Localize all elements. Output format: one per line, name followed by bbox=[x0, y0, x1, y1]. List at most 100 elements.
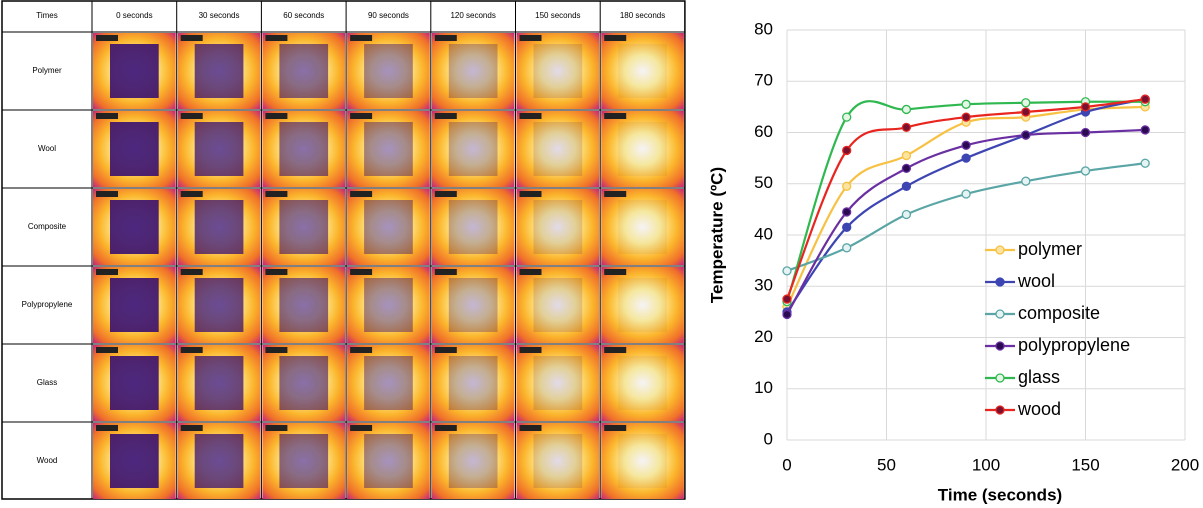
column-header: Times bbox=[36, 11, 57, 20]
column-header: 150 seconds bbox=[535, 11, 580, 20]
sample-patch bbox=[194, 278, 244, 332]
reading-box bbox=[434, 113, 457, 119]
sample-patch bbox=[110, 122, 159, 176]
data-point bbox=[842, 207, 852, 217]
sample-patch bbox=[279, 278, 329, 332]
data-point bbox=[1080, 127, 1091, 138]
data-point bbox=[901, 122, 912, 133]
thermal-image bbox=[516, 33, 600, 109]
column-header: 30 seconds bbox=[199, 11, 240, 20]
x-tick-label: 200 bbox=[1171, 455, 1199, 474]
reading-box bbox=[180, 347, 203, 353]
data-point bbox=[961, 112, 971, 122]
sample-patch bbox=[279, 434, 329, 488]
row-label: Composite bbox=[28, 222, 67, 231]
data-point bbox=[1021, 98, 1031, 108]
y-tick-label: 30 bbox=[754, 276, 773, 295]
legend-label: wood bbox=[1017, 399, 1061, 419]
reading-box bbox=[96, 113, 118, 119]
legend-marker bbox=[995, 245, 1005, 255]
thermal-image bbox=[347, 267, 430, 343]
y-tick-label: 40 bbox=[754, 224, 773, 243]
sample-patch bbox=[279, 200, 329, 254]
sample-patch bbox=[110, 434, 159, 488]
sample-patch bbox=[448, 122, 498, 176]
sample-patch bbox=[279, 44, 329, 98]
data-point bbox=[1021, 107, 1031, 117]
y-tick-label: 60 bbox=[754, 122, 773, 141]
line-chart: Time (seconds) Temperature (ºC) 0 10 20 30 4… bbox=[707, 19, 1199, 504]
data-point bbox=[1021, 130, 1031, 140]
row-label: Polypropylene bbox=[22, 300, 73, 309]
reading-box bbox=[180, 191, 203, 197]
reading-box bbox=[180, 35, 203, 41]
reading-box bbox=[519, 113, 542, 119]
thermal-image bbox=[516, 111, 600, 187]
data-point bbox=[782, 309, 792, 320]
sample-patch bbox=[448, 200, 498, 254]
data-point bbox=[782, 294, 792, 304]
sample-patch bbox=[533, 44, 583, 98]
reading-box bbox=[519, 35, 542, 41]
sample-patch bbox=[194, 200, 244, 254]
reading-box bbox=[519, 191, 542, 197]
legend-marker bbox=[995, 373, 1005, 383]
legend-marker bbox=[995, 309, 1005, 319]
data-point bbox=[842, 243, 852, 253]
legend-label: polymer bbox=[1018, 239, 1082, 259]
legend-label: wool bbox=[1017, 271, 1055, 291]
reading-box bbox=[434, 191, 457, 197]
reading-box bbox=[265, 113, 288, 119]
sample-patch bbox=[533, 122, 583, 176]
sample-patch bbox=[364, 278, 413, 332]
sample-patch bbox=[110, 200, 159, 254]
y-tick-label: 0 bbox=[764, 429, 773, 448]
reading-box bbox=[350, 425, 373, 431]
x-tick-label: 100 bbox=[972, 455, 1000, 474]
y-tick-label: 20 bbox=[754, 327, 773, 346]
sample-patch bbox=[618, 200, 667, 254]
thermal-image bbox=[601, 267, 684, 343]
reading-box bbox=[604, 113, 627, 119]
sample-patch bbox=[364, 44, 413, 98]
x-tick-label: 50 bbox=[877, 455, 896, 474]
sample-patch bbox=[448, 278, 498, 332]
sample-patch bbox=[364, 122, 413, 176]
sample-patch bbox=[364, 200, 413, 254]
sample-patch bbox=[110, 356, 159, 410]
sample-patch bbox=[448, 44, 498, 98]
thermal-image bbox=[601, 345, 684, 421]
column-header: 0 seconds bbox=[116, 11, 152, 20]
thermal-image bbox=[516, 423, 600, 499]
thermal-image bbox=[431, 111, 515, 187]
x-tick-label: 150 bbox=[1071, 455, 1099, 474]
thermal-image bbox=[431, 33, 515, 109]
sample-patch bbox=[533, 200, 583, 254]
sample-patch bbox=[533, 278, 583, 332]
sample-patch bbox=[618, 122, 667, 176]
thermal-image bbox=[516, 345, 600, 421]
reading-box bbox=[434, 269, 457, 275]
thermal-image bbox=[347, 33, 430, 109]
thermal-image bbox=[431, 345, 515, 421]
data-point bbox=[1140, 125, 1150, 135]
thermal-image bbox=[516, 267, 600, 343]
y-tick-label: 50 bbox=[754, 173, 773, 192]
data-point bbox=[1080, 102, 1091, 112]
reading-box bbox=[519, 269, 542, 275]
thermal-image bbox=[431, 189, 515, 265]
data-point bbox=[901, 181, 912, 191]
reading-box bbox=[96, 347, 118, 353]
series-line bbox=[786, 105, 1146, 308]
sample-patch bbox=[618, 356, 667, 410]
sample-patch bbox=[533, 356, 583, 410]
reading-box bbox=[265, 269, 288, 275]
sample-patch bbox=[618, 44, 667, 98]
thermal-image bbox=[601, 33, 684, 109]
data-point bbox=[901, 209, 912, 220]
sample-patch bbox=[364, 356, 413, 410]
y-tick-label: 70 bbox=[754, 71, 773, 90]
thermal-image bbox=[601, 189, 684, 265]
reading-box bbox=[180, 269, 203, 275]
